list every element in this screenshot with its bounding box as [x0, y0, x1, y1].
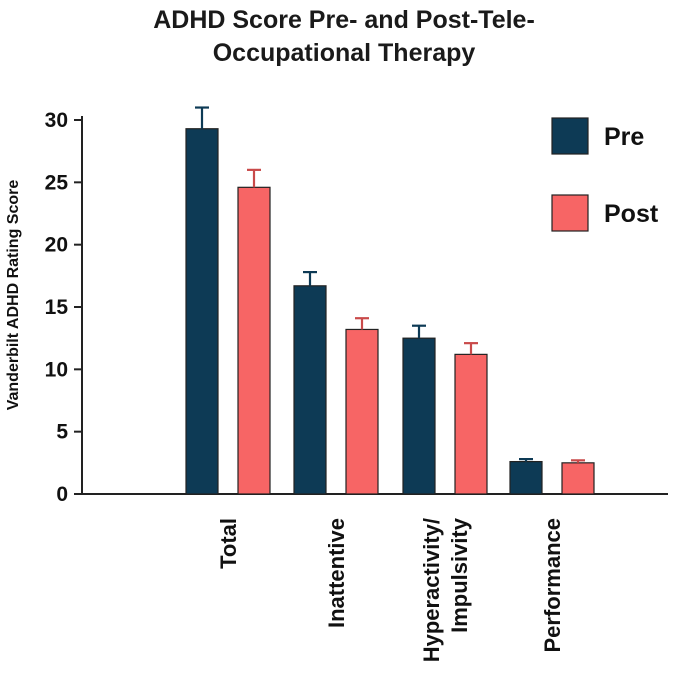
category-label: Inattentive: [324, 518, 349, 628]
category-label-line: Performance: [540, 518, 565, 653]
y-tick-label: 30: [45, 109, 68, 132]
category-labels: Total Inattentive Hyperactivity/Impulsivit…: [216, 517, 565, 662]
chart-title-line: Occupational Therapy: [213, 39, 476, 67]
category-label-line: Inattentive: [324, 518, 349, 628]
category-label: Performance: [540, 518, 565, 653]
bar-pre-0: [185, 128, 219, 495]
bar-post-0: [237, 186, 271, 495]
y-tick-label: 25: [45, 171, 69, 194]
bar-pre-1: [293, 285, 327, 495]
bar-post-3: [561, 462, 595, 495]
axes: 0 5 10 15 20 25 30 Vanderbilt ADHD Rating Score: [5, 109, 668, 506]
category-label-line: Total: [216, 518, 241, 569]
category-label: Total: [216, 518, 241, 569]
legend: Pre Post: [551, 117, 659, 232]
bar-post-2: [454, 353, 488, 495]
legend-swatch-post: [551, 194, 589, 232]
category-label-line: Impulsivity: [447, 517, 472, 633]
bar-pre-3: [509, 460, 543, 495]
bar-pre-2: [402, 337, 436, 495]
chart-title-line: ADHD Score Pre- and Post-Tele-: [153, 6, 535, 34]
legend-label-pre: Pre: [604, 123, 644, 151]
y-axis-label: Vanderbilt ADHD Rating Score: [5, 180, 22, 411]
y-tick-label: 5: [56, 421, 68, 444]
legend-swatch-pre: [551, 117, 589, 155]
y-tick-label: 0: [56, 483, 68, 506]
bar-post-1: [345, 328, 379, 495]
legend-label-post: Post: [604, 200, 659, 228]
category-label: Hyperactivity/Impulsivity: [419, 517, 472, 662]
bars: [185, 106, 595, 495]
chart-title: ADHD Score Pre- and Post-Tele- Occupation…: [153, 6, 535, 67]
y-tick-label: 15: [45, 296, 69, 319]
y-tick-label: 20: [45, 234, 68, 257]
y-tick-label: 10: [45, 358, 68, 381]
category-label-line: Hyperactivity/: [419, 518, 444, 662]
